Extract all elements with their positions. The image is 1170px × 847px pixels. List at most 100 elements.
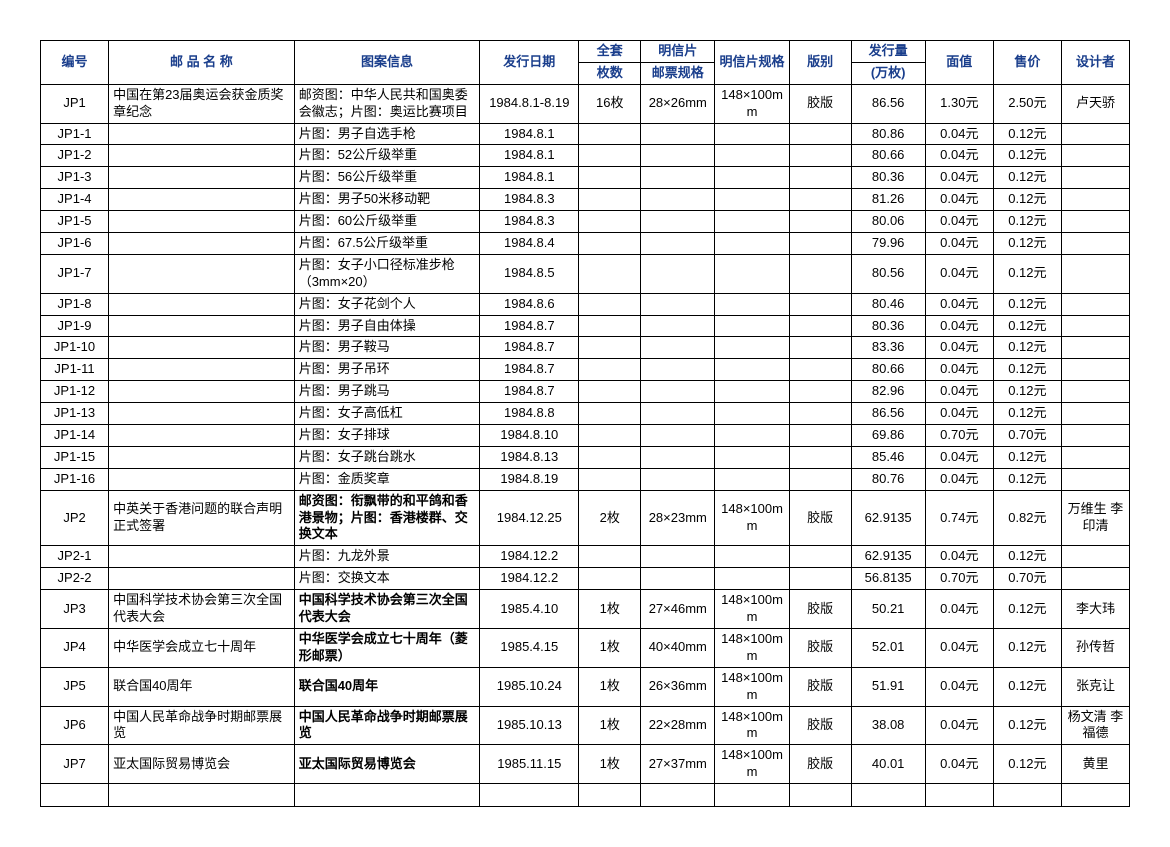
- table-cell: 62.9135: [851, 546, 925, 568]
- table-cell: [579, 254, 641, 293]
- table-row: JP1-5片图：60公斤级举重1984.8.380.060.04元0.12元: [41, 211, 1130, 233]
- header-designer: 设计者: [1061, 41, 1129, 85]
- table-cell: 0.04元: [925, 628, 993, 667]
- table-cell: JP1-5: [41, 211, 109, 233]
- table-cell: 56.8135: [851, 568, 925, 590]
- table-cell: 1984.8.1: [480, 145, 579, 167]
- table-cell: [715, 468, 789, 490]
- table-cell: [715, 145, 789, 167]
- table-cell: [789, 784, 851, 807]
- table-cell: 80.86: [851, 123, 925, 145]
- table-cell: 148×100mm: [715, 667, 789, 706]
- table-cell: 联合国40周年: [294, 667, 480, 706]
- table-cell: [1061, 233, 1129, 255]
- table-cell: 0.12元: [993, 546, 1061, 568]
- table-cell: JP5: [41, 667, 109, 706]
- table-row: JP1-3片图：56公斤级举重1984.8.180.360.04元0.12元: [41, 167, 1130, 189]
- table-body: JP1中国在第23届奥运会获金质奖章纪念邮资图：中华人民共和国奥委会徽志；片图：…: [41, 84, 1130, 806]
- table-cell: 148×100mm: [715, 745, 789, 784]
- table-cell: JP2-1: [41, 546, 109, 568]
- table-cell: [789, 568, 851, 590]
- table-cell: 胶版: [789, 667, 851, 706]
- table-cell: 69.86: [851, 425, 925, 447]
- table-row: JP1-8片图：女子花剑个人1984.8.680.460.04元0.12元: [41, 293, 1130, 315]
- table-row: JP1-16片图：金质奖章1984.8.1980.760.04元0.12元: [41, 468, 1130, 490]
- table-cell: 1984.8.6: [480, 293, 579, 315]
- table-cell: 胶版: [789, 84, 851, 123]
- header-qty-sub: (万枚): [851, 62, 925, 84]
- table-cell: [1061, 254, 1129, 293]
- table-cell: [789, 233, 851, 255]
- header-pattern: 图案信息: [294, 41, 480, 85]
- table-cell: 81.26: [851, 189, 925, 211]
- table-cell: [109, 211, 295, 233]
- table-cell: 1枚: [579, 745, 641, 784]
- table-cell: [641, 446, 715, 468]
- table-cell: 28×23mm: [641, 490, 715, 546]
- table-cell: [109, 359, 295, 381]
- table-cell: [1061, 568, 1129, 590]
- table-row: JP1-9片图：男子自由体操1984.8.780.360.04元0.12元: [41, 315, 1130, 337]
- table-cell: 1985.4.10: [480, 590, 579, 629]
- table-cell: JP1-9: [41, 315, 109, 337]
- table-cell: 片图：九龙外景: [294, 546, 480, 568]
- table-cell: 1枚: [579, 590, 641, 629]
- table-cell: [1061, 315, 1129, 337]
- table-cell: [109, 468, 295, 490]
- table-cell: 片图：男子自选手枪: [294, 123, 480, 145]
- table-cell: 0.04元: [925, 123, 993, 145]
- table-cell: [641, 145, 715, 167]
- table-cell: JP4: [41, 628, 109, 667]
- table-cell: 片图：男子吊环: [294, 359, 480, 381]
- table-cell: 0.12元: [993, 403, 1061, 425]
- table-cell: 中国在第23届奥运会获金质奖章纪念: [109, 84, 295, 123]
- table-row: JP2-1片图：九龙外景1984.12.262.91350.04元0.12元: [41, 546, 1130, 568]
- table-cell: [1061, 425, 1129, 447]
- table-cell: 胶版: [789, 706, 851, 745]
- table-cell: JP1-2: [41, 145, 109, 167]
- table-cell: [579, 468, 641, 490]
- table-cell: JP3: [41, 590, 109, 629]
- table-row: JP1-12片图：男子跳马1984.8.782.960.04元0.12元: [41, 381, 1130, 403]
- header-price: 售价: [993, 41, 1061, 85]
- table-cell: 40×40mm: [641, 628, 715, 667]
- table-cell: [641, 784, 715, 807]
- table-cell: 片图：67.5公斤级举重: [294, 233, 480, 255]
- table-cell: JP7: [41, 745, 109, 784]
- table-cell: [715, 359, 789, 381]
- table-cell: [641, 189, 715, 211]
- table-cell: [579, 403, 641, 425]
- table-cell: [579, 233, 641, 255]
- table-cell: 1985.4.15: [480, 628, 579, 667]
- table-cell: [1061, 145, 1129, 167]
- table-cell: 黄里: [1061, 745, 1129, 784]
- table-cell: 0.12元: [993, 233, 1061, 255]
- table-cell: [109, 145, 295, 167]
- table-cell: 0.12元: [993, 468, 1061, 490]
- table-cell: 1984.12.2: [480, 568, 579, 590]
- table-cell: [109, 337, 295, 359]
- table-cell: 1984.8.13: [480, 446, 579, 468]
- table-cell: 孙传哲: [1061, 628, 1129, 667]
- table-cell: 1984.8.3: [480, 189, 579, 211]
- table-row: JP3中国科学技术协会第三次全国代表大会中国科学技术协会第三次全国代表大会198…: [41, 590, 1130, 629]
- table-cell: 1984.8.7: [480, 315, 579, 337]
- table-cell: [579, 123, 641, 145]
- table-cell: 片图：男子50米移动靶: [294, 189, 480, 211]
- table-cell: 0.74元: [925, 490, 993, 546]
- table-cell: [579, 189, 641, 211]
- table-cell: [789, 145, 851, 167]
- table-cell: 片图：女子跳台跳水: [294, 446, 480, 468]
- table-row: JP2中英关于香港问题的联合声明正式签署邮资图：衔飘带的和平鸽和香港景物；片图：…: [41, 490, 1130, 546]
- table-cell: 1984.8.19: [480, 468, 579, 490]
- table-cell: [789, 468, 851, 490]
- table-cell: [715, 315, 789, 337]
- table-cell: JP1-3: [41, 167, 109, 189]
- table-cell: 1984.8.1: [480, 167, 579, 189]
- table-cell: 1枚: [579, 667, 641, 706]
- table-cell: [1061, 381, 1129, 403]
- table-header: 编号 邮 品 名 称 图案信息 发行日期 全套 明信片 明信片规格 版别 发行量…: [41, 41, 1130, 85]
- table-cell: 0.12元: [993, 446, 1061, 468]
- table-cell: 0.04元: [925, 546, 993, 568]
- table-cell: [789, 546, 851, 568]
